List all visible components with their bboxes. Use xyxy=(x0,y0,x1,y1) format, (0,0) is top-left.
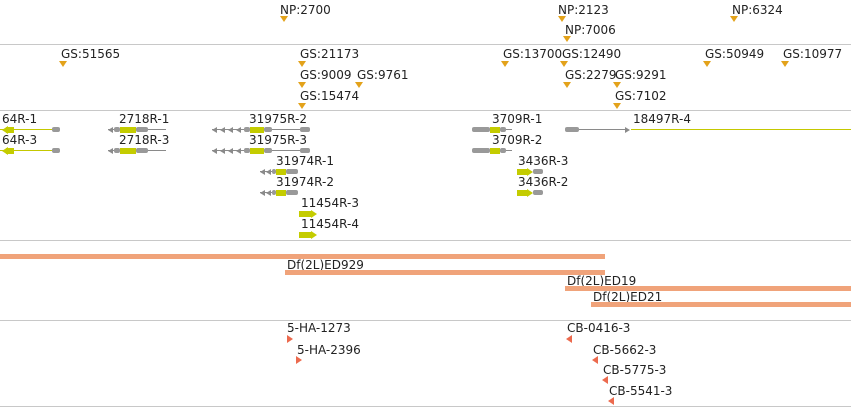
deficiency-bar[interactable] xyxy=(591,302,851,307)
transcript-label[interactable]: 2718R-3 xyxy=(119,133,170,147)
transcript-label[interactable]: 31975R-3 xyxy=(249,133,307,147)
transcript-glyph[interactable] xyxy=(299,210,319,218)
insertion-label[interactable]: CB-5775-3 xyxy=(603,363,667,377)
transcript-label[interactable]: 3709R-2 xyxy=(492,133,543,147)
transcript-track: 64R-1 64R-3 2718R-1 2718R-3 31975R-2 xyxy=(0,110,851,240)
insertion-label[interactable]: 5-HA-2396 xyxy=(297,343,361,357)
transcript-glyph[interactable] xyxy=(472,147,514,155)
insertion-marker-icon[interactable] xyxy=(287,335,293,343)
np-marker-icon[interactable] xyxy=(280,16,288,22)
gs-feature-label[interactable]: GS:7102 xyxy=(615,89,667,103)
transcript-glyph[interactable] xyxy=(260,168,300,176)
transcript-glyph[interactable] xyxy=(472,126,514,134)
transcript-label[interactable]: 31974R-2 xyxy=(276,175,334,189)
np-marker-icon[interactable] xyxy=(558,16,566,22)
track-divider xyxy=(0,110,851,111)
transcript-glyph[interactable] xyxy=(565,126,851,134)
gs-feature-label[interactable]: GS:10977 xyxy=(783,47,843,61)
deficiency-bar[interactable] xyxy=(565,286,851,291)
gs-marker-icon[interactable] xyxy=(59,61,67,67)
gs-marker-icon[interactable] xyxy=(613,82,621,88)
gs-feature-label[interactable]: GS:13700 xyxy=(503,47,563,61)
transcript-glyph[interactable] xyxy=(517,168,545,176)
transcript-glyph[interactable] xyxy=(212,147,312,155)
transcript-label[interactable]: 11454R-4 xyxy=(301,217,359,231)
insertion-marker-icon[interactable] xyxy=(566,335,572,343)
deficiency-track: Df(2L)ED929 Df(2L)ED19 Df(2L)ED21 xyxy=(0,240,851,320)
gs-feature-label[interactable]: GS:51565 xyxy=(61,47,121,61)
insertion-marker-icon[interactable] xyxy=(608,397,614,405)
np-feature-label[interactable]: NP:2700 xyxy=(280,3,331,17)
np-feature-label[interactable]: NP:7006 xyxy=(565,23,616,37)
gs-feature-label[interactable]: GS:9761 xyxy=(357,68,409,82)
transcript-label[interactable]: 3436R-2 xyxy=(518,175,569,189)
deficiency-bar[interactable] xyxy=(285,270,605,275)
gs-marker-icon[interactable] xyxy=(703,61,711,67)
gs-track: GS:51565 GS:21173 GS:9009 GS:9761 GS:154… xyxy=(0,44,851,110)
np-feature-label[interactable]: NP:2123 xyxy=(558,3,609,17)
gs-marker-icon[interactable] xyxy=(613,103,621,109)
track-divider xyxy=(0,240,851,241)
np-feature-label[interactable]: NP:6324 xyxy=(732,3,783,17)
transcript-glyph[interactable] xyxy=(212,126,312,134)
gs-feature-label[interactable]: GS:50949 xyxy=(705,47,765,61)
transcript-label[interactable]: 18497R-4 xyxy=(633,112,691,126)
deficiency-label[interactable]: Df(2L)ED19 xyxy=(567,274,637,288)
deficiency-bar[interactable] xyxy=(0,254,605,259)
gs-marker-icon[interactable] xyxy=(563,82,571,88)
transcript-label[interactable]: 11454R-3 xyxy=(301,196,359,210)
transcript-glyph[interactable] xyxy=(108,147,168,155)
transcript-glyph[interactable] xyxy=(299,231,319,239)
transcript-label[interactable]: 64R-3 xyxy=(2,133,38,147)
insertion-marker-icon[interactable] xyxy=(602,376,608,384)
deficiency-label[interactable]: Df(2L)ED21 xyxy=(593,290,663,304)
gs-feature-label[interactable]: GS:15474 xyxy=(300,89,360,103)
gs-feature-label[interactable]: GS:12490 xyxy=(562,47,622,61)
gs-marker-icon[interactable] xyxy=(501,61,509,67)
gs-marker-icon[interactable] xyxy=(560,61,568,67)
insertion-track: 5-HA-1273 5-HA-2396 CB-0416-3 CB-5662-3 … xyxy=(0,320,851,406)
insertion-label[interactable]: CB-5541-3 xyxy=(609,384,673,398)
transcript-glyph[interactable] xyxy=(0,126,62,134)
insertion-label[interactable]: CB-5662-3 xyxy=(593,343,657,357)
gs-feature-label[interactable]: GS:2279 xyxy=(565,68,617,82)
insertion-marker-icon[interactable] xyxy=(592,356,598,364)
transcript-label[interactable]: 2718R-1 xyxy=(119,112,170,126)
gs-marker-icon[interactable] xyxy=(298,82,306,88)
transcript-glyph[interactable] xyxy=(108,126,168,134)
transcript-label[interactable]: 64R-1 xyxy=(2,112,38,126)
transcript-label[interactable]: 3709R-1 xyxy=(492,112,543,126)
transcript-glyph[interactable] xyxy=(517,189,545,197)
gs-feature-label[interactable]: GS:9291 xyxy=(615,68,667,82)
np-marker-icon[interactable] xyxy=(730,16,738,22)
transcript-label[interactable]: 3436R-3 xyxy=(518,154,569,168)
np-track: NP:2700 NP:2123 NP:7006 NP:6324 xyxy=(0,0,851,44)
gs-marker-icon[interactable] xyxy=(298,61,306,67)
track-divider xyxy=(0,44,851,45)
np-marker-icon[interactable] xyxy=(563,36,571,42)
transcript-label[interactable]: 31974R-1 xyxy=(276,154,334,168)
insertion-label[interactable]: 5-HA-1273 xyxy=(287,321,351,335)
deficiency-label[interactable]: Df(2L)ED929 xyxy=(287,258,364,272)
track-divider xyxy=(0,320,851,321)
track-divider xyxy=(0,406,851,407)
insertion-marker-icon[interactable] xyxy=(296,356,302,364)
gs-marker-icon[interactable] xyxy=(298,103,306,109)
insertion-label[interactable]: CB-0416-3 xyxy=(567,321,631,335)
gs-marker-icon[interactable] xyxy=(355,82,363,88)
gs-feature-label[interactable]: GS:21173 xyxy=(300,47,360,61)
transcript-glyph[interactable] xyxy=(0,147,62,155)
gs-marker-icon[interactable] xyxy=(781,61,789,67)
transcript-label[interactable]: 31975R-2 xyxy=(249,112,307,126)
transcript-glyph[interactable] xyxy=(260,189,300,197)
gs-feature-label[interactable]: GS:9009 xyxy=(300,68,352,82)
